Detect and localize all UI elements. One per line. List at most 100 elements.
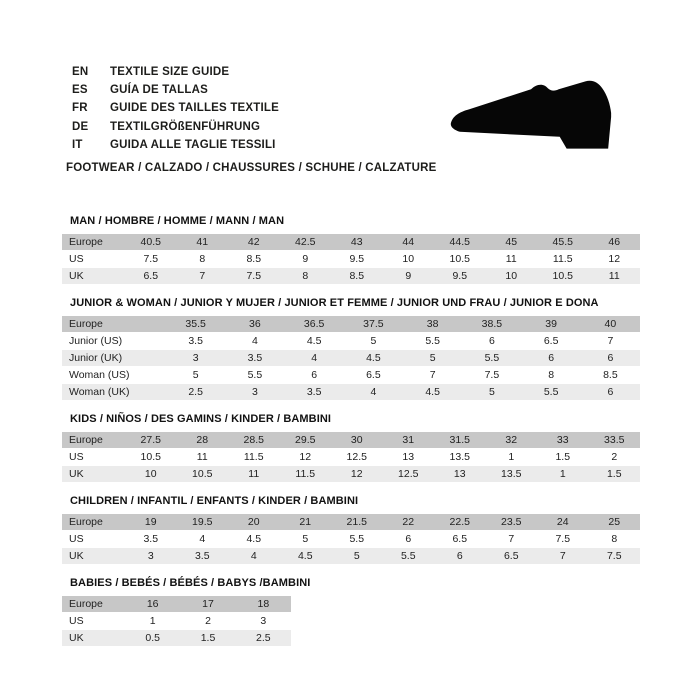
size-cell: 23.5 <box>485 514 537 530</box>
shoe-shape <box>450 80 612 149</box>
size-cell: 12 <box>588 251 640 267</box>
size-table-section: KIDS / NIÑOS / DES GAMINS / KINDER / BAM… <box>62 413 640 483</box>
size-table-title: JUNIOR & WOMAN / JUNIOR Y MUJER / JUNIOR… <box>70 297 599 309</box>
size-cell: 11 <box>485 251 537 267</box>
size-cell: 4 <box>225 333 285 349</box>
size-cell: 3 <box>166 350 226 366</box>
language-label: GUIDE DES TAILLES TEXTILE <box>110 102 279 115</box>
size-cell: 10.5 <box>176 466 228 482</box>
size-cell: 45.5 <box>537 234 589 250</box>
size-cell: 5.5 <box>462 350 522 366</box>
size-cell: 7 <box>537 548 589 564</box>
language-list: EN TEXTILE SIZE GUIDE ES GUÍA DE TALLAS FR GU… <box>72 63 279 154</box>
size-cell: 17 <box>180 596 236 612</box>
size-cell: 8.5 <box>331 268 383 284</box>
size-table-section: CHILDREN / INFANTIL / ENFANTS / KINDER /… <box>62 495 640 565</box>
size-cell: 5 <box>166 367 226 383</box>
size-cell: 10 <box>125 466 177 482</box>
size-table-title: CHILDREN / INFANTIL / ENFANTS / KINDER /… <box>70 495 359 507</box>
size-cell: 5.5 <box>225 367 285 383</box>
size-cell: 10 <box>485 268 537 284</box>
size-cell: 3.5 <box>225 350 285 366</box>
table-row: Europe 35.5 36 36.5 37.5 38 38.5 39 40 <box>62 316 640 332</box>
language-label: TEXTILGRÖßENFÜHRUNG <box>110 120 261 133</box>
size-cell: 4.5 <box>279 548 331 564</box>
size-cell: 2.5 <box>235 630 291 646</box>
size-cell: 6 <box>580 350 640 366</box>
size-cell: 25 <box>588 514 640 530</box>
size-table-section: BABIES / BEBÉS / BÉBÉS / BABYS /BAMBINI E… <box>62 577 640 647</box>
row-label: US <box>62 449 125 465</box>
size-cell: 21 <box>279 514 331 530</box>
table-row: Junior (US) 3.5 4 4.5 5 5.5 6 6.5 7 <box>62 333 640 349</box>
size-cell: 46 <box>588 234 640 250</box>
size-cell: 3.5 <box>125 531 177 547</box>
size-cell: 7 <box>403 367 463 383</box>
size-cell: 6 <box>521 350 581 366</box>
table-row: Woman (US) 5 5.5 6 6.5 7 7.5 8 8.5 <box>62 367 640 383</box>
table-row: UK 6.5 7 7.5 8 8.5 9 9.5 10 10.5 11 <box>62 268 640 284</box>
size-cell: 9.5 <box>331 251 383 267</box>
row-label: US <box>62 251 125 267</box>
size-cell: 1 <box>125 613 181 629</box>
size-table: Europe 27.5 28 28.5 29.5 30 31 31.5 32 33 33.5 US 10… <box>62 431 640 483</box>
size-cell: 7 <box>485 531 537 547</box>
size-cell: 40 <box>580 316 640 332</box>
size-cell: 10.5 <box>125 449 177 465</box>
row-label: UK <box>62 630 125 646</box>
language-label: TEXTILE SIZE GUIDE <box>110 66 230 78</box>
language-row: FR GUIDE DES TAILLES TEXTILE <box>72 99 279 117</box>
size-cell: 41 <box>176 234 228 250</box>
shoe-silhouette-icon <box>446 76 622 154</box>
size-cell: 42 <box>228 234 280 250</box>
size-table-section: JUNIOR & WOMAN / JUNIOR Y MUJER / JUNIOR… <box>62 297 640 401</box>
size-cell: 11 <box>588 268 640 284</box>
table-row: Europe 27.5 28 28.5 29.5 30 31 31.5 32 33 33.5 <box>62 432 640 448</box>
size-cell: 6 <box>284 367 344 383</box>
size-cell: 5 <box>279 531 331 547</box>
size-cell: 11.5 <box>228 449 280 465</box>
size-cell: 1 <box>537 466 589 482</box>
size-cell: 16 <box>125 596 181 612</box>
size-cell: 2 <box>180 613 236 629</box>
size-cell: 29.5 <box>279 432 331 448</box>
size-table-title: MAN / HOMBRE / HOMME / MANN / MAN <box>70 215 285 227</box>
size-cell: 5 <box>343 333 403 349</box>
size-cell: 8 <box>176 251 228 267</box>
table-row: US 1 2 3 <box>62 613 291 629</box>
table-row: Junior (UK) 3 3.5 4 4.5 5 5.5 6 6 <box>62 350 640 366</box>
size-cell: 19 <box>125 514 177 530</box>
size-cell: 24 <box>537 514 589 530</box>
size-cell: 32 <box>485 432 537 448</box>
size-cell: 35.5 <box>166 316 226 332</box>
size-cell: 38 <box>403 316 463 332</box>
size-cell: 6.5 <box>434 531 486 547</box>
size-cell: 13.5 <box>485 466 537 482</box>
size-cell: 11.5 <box>279 466 331 482</box>
size-cell: 11.5 <box>537 251 589 267</box>
language-label: GUÍA DE TALLAS <box>110 84 208 97</box>
size-cell: 1.5 <box>588 466 640 482</box>
size-cell: 42.5 <box>279 234 331 250</box>
size-table: Europe 16 17 18 US 1 2 3 UK 0.5 1.5 2.5 <box>62 595 291 647</box>
row-label: UK <box>62 466 125 482</box>
language-row: DE TEXTILGRÖßENFÜHRUNG <box>72 118 279 136</box>
size-cell: 13 <box>382 449 434 465</box>
size-cell: 27.5 <box>125 432 177 448</box>
size-cell: 4.5 <box>284 333 344 349</box>
size-cell: 39 <box>521 316 581 332</box>
language-code: EN <box>72 66 89 78</box>
size-cell: 5.5 <box>382 548 434 564</box>
size-cell: 6 <box>580 384 640 400</box>
size-cell: 31.5 <box>434 432 486 448</box>
size-cell: 4 <box>284 350 344 366</box>
table-row: Europe 16 17 18 <box>62 596 291 612</box>
size-cell: 10.5 <box>537 268 589 284</box>
size-cell: 5 <box>462 384 522 400</box>
size-table: Europe 19 19.5 20 21 21.5 22 22.5 23.5 24 25 US 3.5 4… <box>62 513 640 565</box>
row-label: Europe <box>62 432 125 448</box>
size-cell: 4 <box>228 548 280 564</box>
size-cell: 7 <box>580 333 640 349</box>
language-label: GUIDA ALLE TAGLIE TESSILI <box>110 138 276 151</box>
size-cell: 6 <box>462 333 522 349</box>
